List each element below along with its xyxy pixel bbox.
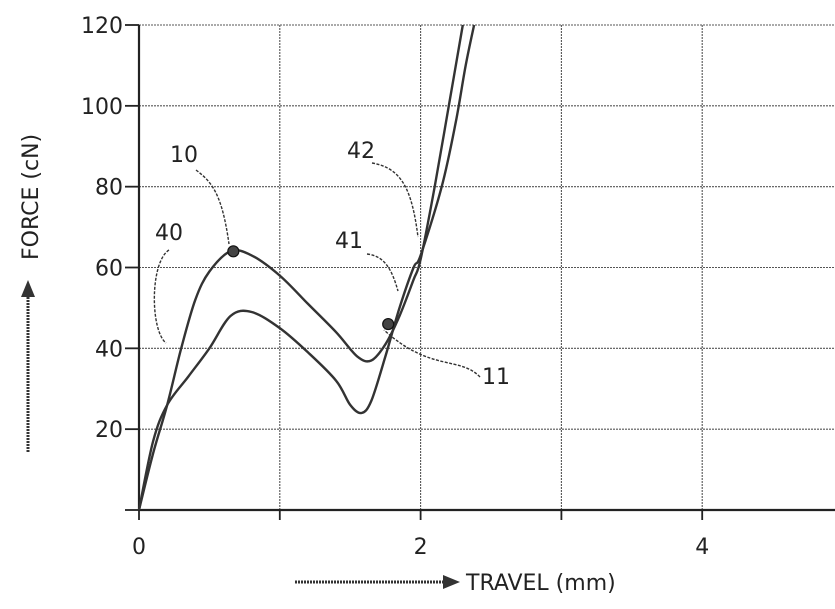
markers xyxy=(227,245,395,331)
tick-labels: 20 40 60 80 100 120 0 2 4 xyxy=(81,14,709,560)
marker-point-10 xyxy=(227,245,240,258)
x-axis-title: TRAVEL (mm) xyxy=(465,571,616,596)
y-tick-label: 80 xyxy=(95,176,123,201)
y-tick-label: 100 xyxy=(81,95,123,120)
reference-label-11: 11 xyxy=(482,365,510,390)
x-tick-label: 0 xyxy=(132,535,146,560)
reference-label-41: 41 xyxy=(335,229,363,254)
y-axis-title: FORCE (cN) xyxy=(19,134,44,260)
axes xyxy=(125,24,835,520)
marker-point-11 xyxy=(382,317,395,331)
y-tick-label: 40 xyxy=(95,337,123,362)
x-tick-label: 2 xyxy=(414,535,428,560)
y-tick-label: 120 xyxy=(81,14,123,39)
x-axis-title-group: TRAVEL (mm) xyxy=(295,571,616,596)
series-line-41 xyxy=(137,24,476,511)
series xyxy=(137,24,476,511)
y-tick-label: 60 xyxy=(95,257,123,282)
reference-label-42: 42 xyxy=(347,139,375,164)
reference-label-10: 10 xyxy=(170,143,198,168)
reference-label-40: 40 xyxy=(155,221,183,246)
x-tick-label: 4 xyxy=(695,535,709,560)
y-axis-title-group: FORCE (cN) xyxy=(19,134,44,452)
grid xyxy=(139,24,835,510)
callouts: 10 40 42 41 11 xyxy=(153,139,510,390)
y-tick-label: 20 xyxy=(95,418,123,443)
